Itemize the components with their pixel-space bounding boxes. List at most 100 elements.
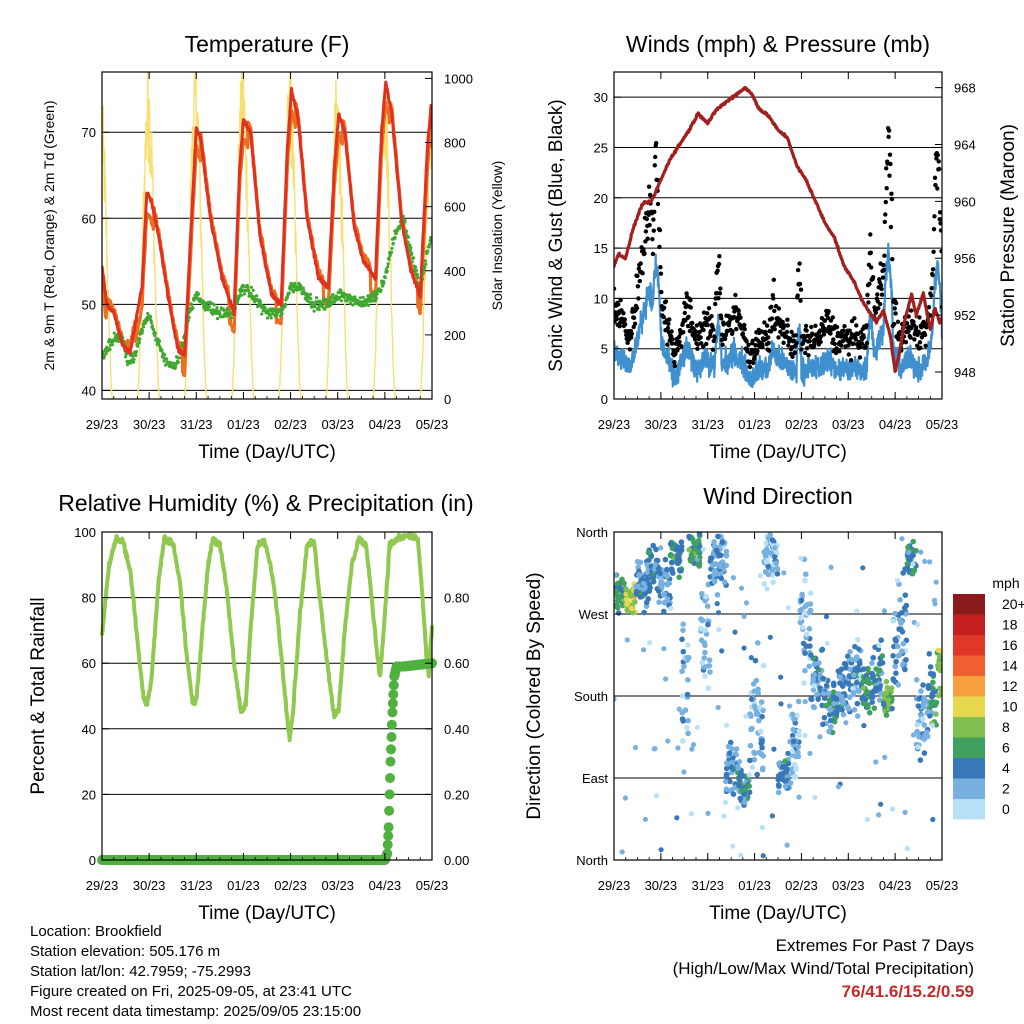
direction-point	[921, 695, 927, 701]
direction-point	[667, 541, 674, 547]
direction-point	[871, 705, 878, 711]
direction-point	[736, 759, 743, 765]
direction-point	[743, 600, 750, 606]
winds-x-axis: 29/23 30/23 31/23 01/23 02/23 03/23 04/23 05/23…	[598, 72, 958, 463]
y-tick-label-right: 0.40	[444, 722, 469, 737]
location-text: Location: Brookfield	[30, 923, 162, 940]
dewpoint-point	[136, 344, 140, 348]
gust-point	[651, 228, 656, 233]
rainfall-point	[383, 822, 394, 833]
dewpoint-point	[390, 246, 394, 250]
dewpoint-point	[416, 276, 420, 280]
gust-point	[921, 319, 926, 325]
direction-point	[738, 852, 744, 858]
gust-point	[939, 249, 942, 254]
direction-point	[730, 575, 737, 581]
dewpoint-point	[107, 340, 111, 344]
direction-point	[860, 700, 867, 707]
gust-point	[622, 317, 627, 322]
y-tick-label-right: 968	[954, 81, 976, 96]
dewpoint-point	[278, 314, 282, 318]
direction-point	[895, 578, 901, 584]
dewpoint-point	[215, 317, 220, 321]
temp-2m-line	[102, 80, 432, 358]
dewpoint-point	[386, 262, 390, 266]
y-tick-label: 70	[82, 125, 96, 140]
direction-point	[927, 664, 934, 670]
direction-point	[726, 750, 733, 756]
gust-point	[803, 350, 808, 356]
dewpoint-point	[308, 300, 312, 304]
direction-point	[925, 709, 931, 715]
gust-point	[747, 364, 753, 370]
direction-point	[860, 565, 866, 571]
rainfall-point	[385, 773, 395, 783]
dewpoint-point	[338, 295, 342, 299]
gust-point	[793, 333, 798, 338]
direction-point	[684, 654, 691, 661]
direction-point	[686, 533, 692, 540]
gust-point	[614, 316, 619, 322]
direction-point	[746, 772, 752, 778]
gust-point	[665, 342, 670, 347]
y-tick-label-right: 400	[444, 264, 466, 279]
gust-point	[688, 298, 693, 303]
dewpoint-point	[260, 312, 264, 316]
direction-point	[730, 843, 736, 849]
x-tick-label: 02/23	[785, 417, 818, 432]
direction-point	[693, 540, 700, 547]
direction-point	[679, 693, 686, 699]
gust-point	[931, 249, 936, 254]
legend-label: 16	[1002, 637, 1018, 653]
x-tick-label: 29/23	[86, 878, 119, 893]
gust-point	[908, 335, 913, 340]
direction-point	[619, 849, 625, 855]
direction-point	[890, 676, 896, 682]
direction-point	[757, 573, 763, 579]
gust-point	[890, 257, 895, 262]
x-tick-label: 01/23	[227, 417, 260, 432]
direction-point	[680, 621, 686, 627]
y-tick-label: 60	[82, 211, 96, 226]
direction-point	[776, 782, 782, 789]
direction-point	[821, 695, 828, 701]
legend-label: 14	[1002, 658, 1018, 674]
gust-point	[663, 299, 669, 304]
dewpoint-point	[124, 352, 129, 356]
direction-point	[702, 649, 708, 656]
direction-point	[738, 585, 745, 591]
direction-point	[860, 666, 867, 672]
gust-point	[929, 286, 934, 291]
dewpoint-point	[323, 307, 327, 311]
direction-point	[910, 552, 916, 559]
gust-point	[917, 340, 923, 345]
direction-point	[719, 539, 726, 545]
direction-point	[711, 578, 718, 585]
gust-point	[738, 315, 743, 320]
gust-point	[766, 335, 771, 340]
rainfall-point	[388, 689, 399, 700]
direction-point	[653, 546, 659, 553]
direction-point	[828, 564, 834, 571]
gust-point	[685, 323, 691, 329]
dewpoint-point	[382, 281, 386, 285]
dewpoint-point	[371, 292, 375, 296]
direction-point	[845, 706, 852, 712]
gust-point	[687, 328, 693, 334]
direction-point	[614, 602, 620, 608]
direction-point	[884, 684, 891, 691]
direction-point	[933, 699, 940, 706]
direction-point	[910, 538, 916, 545]
dewpoint-point	[288, 284, 292, 288]
gust-point	[853, 337, 858, 342]
dewpoint-point	[145, 319, 149, 323]
direction-point	[680, 648, 687, 655]
direction-point	[735, 765, 742, 771]
dewpoint-point	[165, 357, 169, 361]
y-tick-label: 80	[82, 591, 96, 606]
gust-point	[804, 328, 809, 333]
direction-point	[773, 560, 780, 567]
direction-point	[851, 707, 858, 713]
direction-point	[922, 558, 928, 565]
